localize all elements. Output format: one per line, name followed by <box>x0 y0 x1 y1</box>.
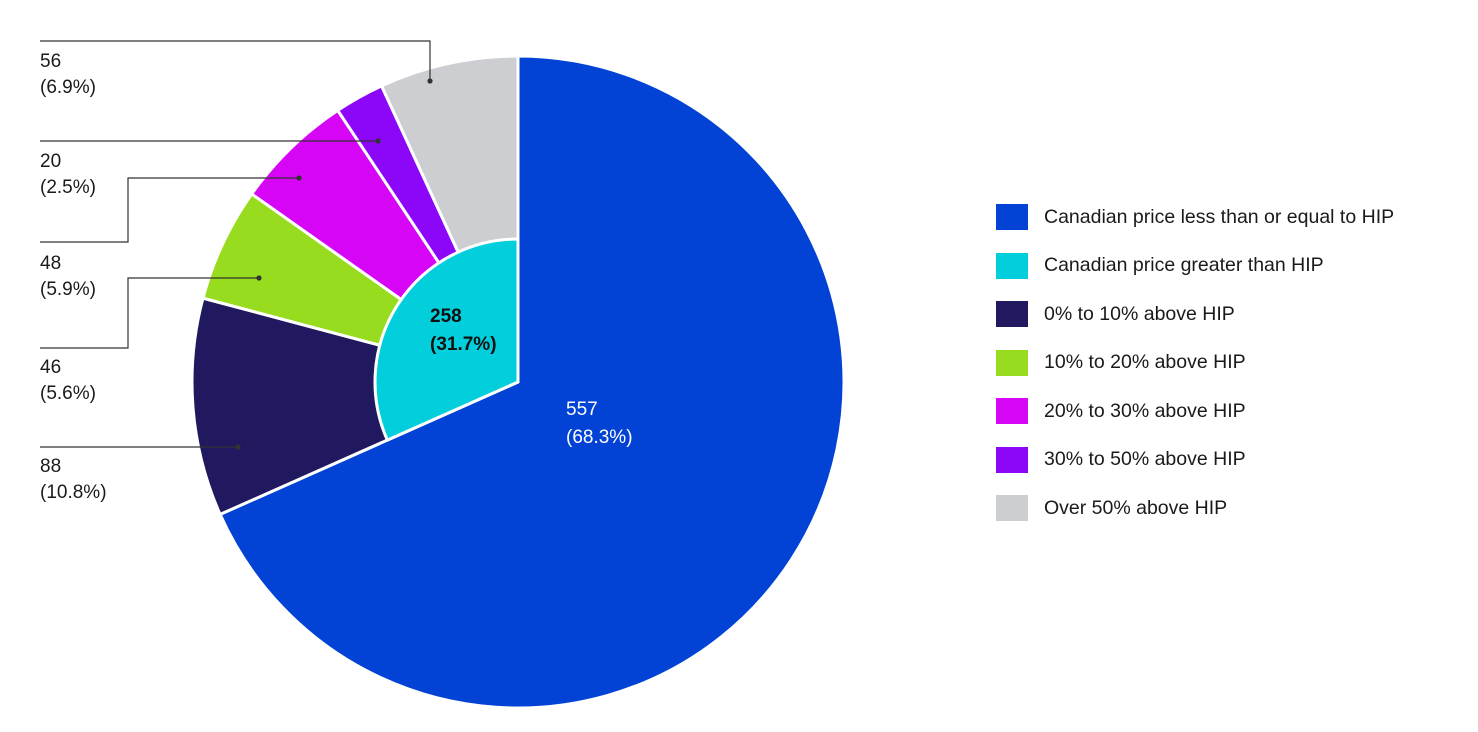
legend-label: 20% to 30% above HIP <box>1044 399 1246 422</box>
label-p0-10-value: 88 <box>40 456 61 477</box>
leader-line-p20-30 <box>40 177 299 243</box>
label-p10-20-value: 46 <box>40 357 61 378</box>
leader-dot-p10-20 <box>256 275 262 281</box>
legend-swatch <box>996 495 1028 522</box>
label-p20-30-value: 48 <box>40 253 61 274</box>
legend-item: Canadian price less than or equal to HIP <box>996 193 1394 242</box>
legend-swatch <box>996 349 1028 376</box>
leader-dot-p0-10 <box>235 444 241 450</box>
pie-slice-gt-hip <box>373 237 520 442</box>
label-gt-hip-percent: (31.7%) <box>430 334 497 355</box>
label-p20-30-percent: (5.9%) <box>40 279 96 300</box>
pie-slice-le-hip <box>218 54 846 710</box>
leader-dot-p50 <box>427 78 433 84</box>
legend-item: 10% to 20% above HIP <box>996 339 1394 388</box>
leader-line-p10-20 <box>40 277 259 349</box>
label-le-hip-percent: (68.3%) <box>566 427 633 448</box>
legend: Canadian price less than or equal to HIP… <box>996 193 1394 533</box>
legend-swatch <box>996 204 1028 231</box>
leader-dot-p20-30 <box>296 175 302 181</box>
label-p30-50-value: 20 <box>40 151 61 172</box>
legend-item: Canadian price greater than HIP <box>996 242 1394 291</box>
legend-label: 0% to 10% above HIP <box>1044 302 1235 325</box>
leader-line-p50 <box>40 40 431 81</box>
legend-swatch <box>996 301 1028 328</box>
legend-label: 30% to 50% above HIP <box>1044 448 1246 471</box>
legend-item: 20% to 30% above HIP <box>996 387 1394 436</box>
legend-label: 10% to 20% above HIP <box>1044 351 1246 374</box>
legend-item: 0% to 10% above HIP <box>996 290 1394 339</box>
legend-item: 30% to 50% above HIP <box>996 436 1394 485</box>
legend-swatch <box>996 398 1028 425</box>
label-p30-50-percent: (2.5%) <box>40 177 96 198</box>
label-p0-10-percent: (10.8%) <box>40 482 107 503</box>
inner-slices <box>373 237 520 442</box>
leader-lines <box>40 40 433 450</box>
legend-label: Canadian price greater than HIP <box>1044 254 1324 277</box>
legend-swatch <box>996 252 1028 279</box>
legend-swatch <box>996 446 1028 473</box>
legend-item: Over 50% above HIP <box>996 484 1394 533</box>
label-p50-value: 56 <box>40 51 61 72</box>
label-gt-hip-value: 258 <box>430 306 462 327</box>
label-le-hip-value: 557 <box>566 399 598 420</box>
pie-slice-p0-10 <box>190 296 520 516</box>
legend-label: Canadian price less than or equal to HIP <box>1044 205 1395 228</box>
label-p50-percent: (6.9%) <box>40 77 96 98</box>
label-p10-20-percent: (5.6%) <box>40 383 96 404</box>
leader-dot-p30-50 <box>375 138 381 144</box>
legend-label: Over 50% above HIP <box>1044 496 1228 519</box>
